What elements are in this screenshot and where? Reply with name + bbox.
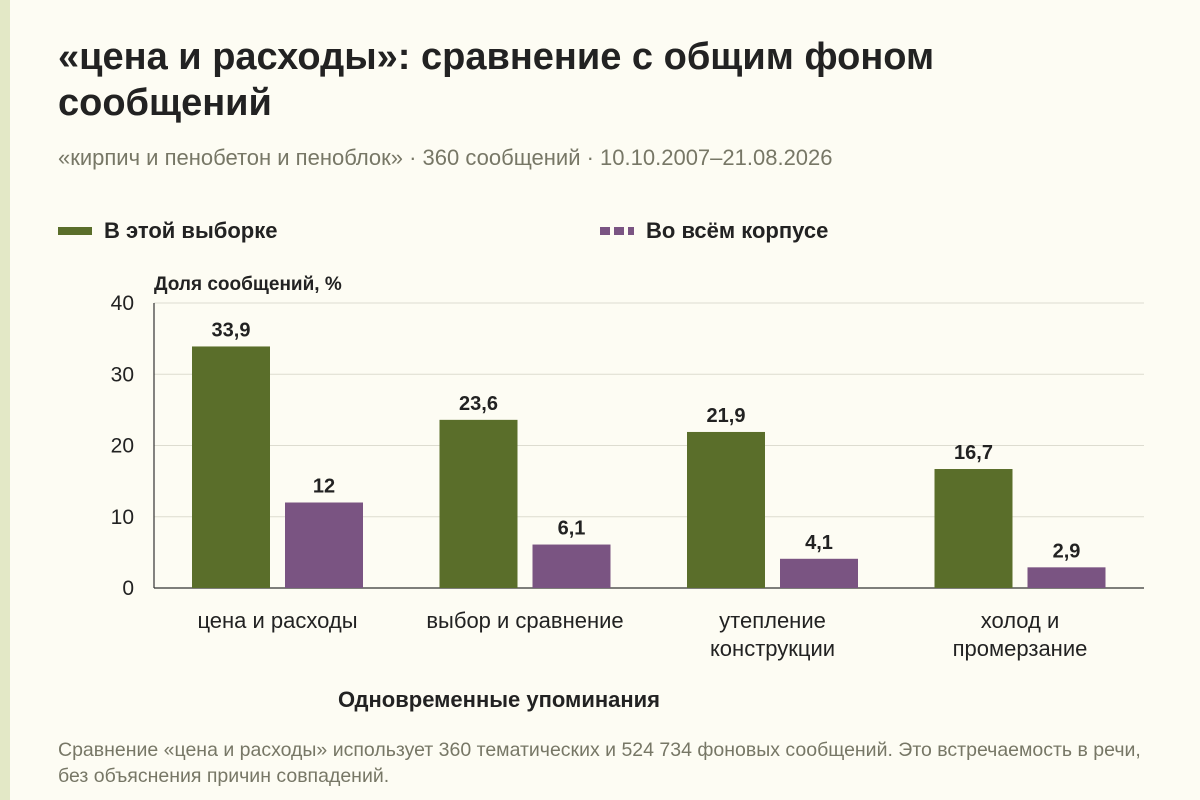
x-tick-label: цена и расходы (197, 608, 357, 633)
bar (780, 558, 858, 588)
y-tick-label: 10 (111, 506, 134, 529)
bar-value-label: 23,6 (459, 393, 498, 415)
bar-value-label: 21,9 (707, 405, 746, 427)
bar (687, 431, 765, 588)
y-tick-label: 20 (111, 435, 134, 458)
legend-item-corpus: Во всём корпусе (600, 218, 828, 244)
bar-value-label: 4,1 (805, 532, 833, 554)
chart-subtitle: «кирпич и пенобетон и пеноблок» · 360 со… (58, 145, 833, 170)
bar-value-label: 16,7 (954, 442, 993, 464)
bar (532, 544, 611, 588)
accent-stripe (0, 0, 10, 800)
bar-value-label: 12 (313, 476, 335, 498)
x-axis-label: Одновременные упоминания (338, 687, 660, 712)
legend-label-sample: В этой выборке (104, 218, 278, 243)
x-tick-label: холод и (981, 608, 1060, 633)
y-axis-label: Доля сообщений, % (154, 274, 342, 295)
legend-label-corpus: Во всём корпусе (646, 218, 829, 243)
y-tick-label: 40 (111, 292, 134, 315)
x-tick-label: выбор и сравнение (426, 608, 623, 633)
bar-value-label: 2,9 (1053, 540, 1081, 562)
chart-title: «цена и расходы»: сравнение с общим фоно… (58, 36, 935, 124)
bar (192, 346, 270, 588)
bar-value-label: 33,9 (212, 319, 251, 341)
legend-swatch-sample (58, 227, 92, 235)
x-tick-label: промерзание (953, 636, 1088, 661)
bar (1027, 567, 1106, 588)
bar (285, 502, 363, 588)
chart-caption: Сравнение «цена и расходы» использует 36… (58, 739, 1141, 787)
bar-value-label: 6,1 (558, 518, 586, 540)
legend-swatch-corpus (600, 227, 634, 235)
y-tick-label: 0 (122, 577, 134, 600)
y-tick-label: 30 (111, 363, 134, 386)
x-tick-label: утепление (719, 608, 826, 633)
x-tick-label: конструкции (710, 636, 835, 661)
legend-item-sample: В этой выборке (58, 218, 277, 244)
bar (439, 419, 518, 588)
bar (934, 469, 1013, 588)
